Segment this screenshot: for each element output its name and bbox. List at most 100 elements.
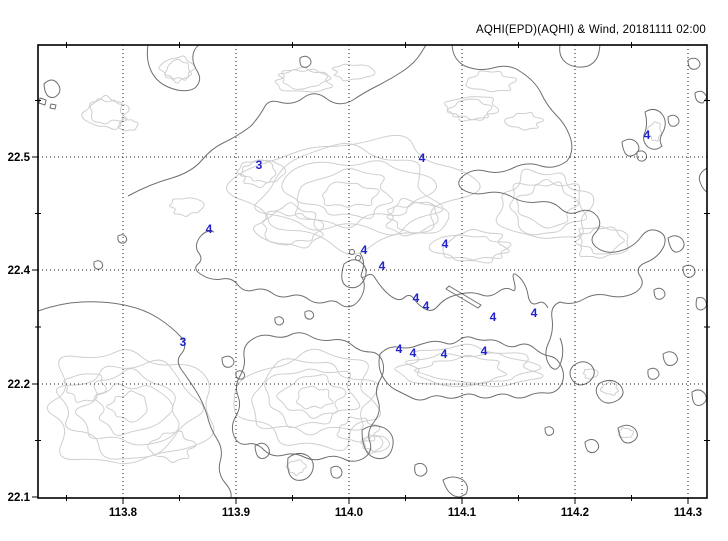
coastline-nt-west-north bbox=[127, 45, 427, 197]
terrain-contour-line bbox=[252, 202, 324, 249]
terrain-contour-line bbox=[386, 201, 439, 235]
terrain-contour-line bbox=[164, 58, 193, 81]
plot-frame bbox=[37, 44, 708, 499]
terrain-contour-line bbox=[285, 459, 308, 477]
station-aqhi-value: 4 bbox=[396, 342, 403, 356]
terrain-contour-line bbox=[414, 354, 508, 384]
coastline-islands-topleft bbox=[38, 79, 61, 110]
coastline-lantau-island bbox=[231, 332, 385, 462]
terrain-contour-line bbox=[274, 66, 333, 93]
terrain-contour-line bbox=[276, 374, 347, 419]
coastline-mirsbay-islands bbox=[559, 45, 707, 193]
x-tick-label: 114.2 bbox=[561, 507, 589, 519]
terrain-contour-line bbox=[281, 160, 437, 229]
tick-marks bbox=[32, 42, 710, 504]
terrain-contour-line bbox=[251, 358, 379, 436]
station-aqhi-value: 4 bbox=[413, 291, 420, 305]
coastline-misc-islets bbox=[93, 55, 315, 380]
station-aqhi-value: 4 bbox=[490, 310, 497, 324]
terrain-contour-line bbox=[81, 94, 128, 131]
terrain-contour-line bbox=[261, 211, 325, 246]
runway-strip bbox=[445, 285, 482, 309]
terrain-contour-line bbox=[254, 143, 444, 236]
terrain-contour-line bbox=[582, 368, 599, 380]
terrain-contour-line bbox=[509, 178, 588, 236]
coastline-tsingyi-island bbox=[341, 259, 367, 289]
terrain-contour-line bbox=[236, 159, 287, 189]
terrain-contour-line bbox=[647, 121, 662, 142]
coastline-east-islands bbox=[653, 235, 707, 311]
station-aqhi-value: 4 bbox=[379, 259, 386, 273]
terrain-contour-line bbox=[94, 383, 174, 436]
station-aqhi-value: 4 bbox=[644, 128, 651, 142]
terrain-contour-line bbox=[360, 434, 384, 452]
terrain-contour-line bbox=[321, 181, 380, 208]
station-aqhi-value: 3 bbox=[256, 158, 263, 172]
y-tick-label: 22.1 bbox=[8, 492, 31, 504]
terrain-contour-line bbox=[394, 343, 544, 387]
x-tick-label: 114.0 bbox=[335, 507, 363, 519]
station-aqhi-value: 4 bbox=[361, 243, 368, 257]
terrain-contour-line bbox=[74, 368, 180, 446]
y-tick-label: 22.4 bbox=[8, 265, 31, 277]
y-tick-label: 22.2 bbox=[8, 379, 30, 391]
terrain-contour-line bbox=[295, 385, 334, 410]
x-tick-label: 114.1 bbox=[448, 507, 477, 519]
y-axis-labels: 22.5 22.4 22.2 22.1 bbox=[8, 152, 31, 504]
station-aqhi-value: 3 bbox=[180, 335, 187, 349]
terrain-contour-line bbox=[336, 416, 381, 443]
coastline-islet bbox=[355, 255, 361, 261]
terrain-contour-line bbox=[428, 228, 510, 264]
station-aqhi-value: 4 bbox=[531, 306, 538, 320]
terrain-contour-line bbox=[233, 348, 382, 451]
station-aqhi-value: 4 bbox=[206, 222, 213, 236]
coastline-southwest-landmass bbox=[38, 301, 232, 498]
x-tick-label: 114.3 bbox=[674, 507, 702, 519]
terrain-contour-line bbox=[574, 226, 629, 259]
terrain-contour-line bbox=[443, 96, 500, 122]
terrain-contour-line bbox=[442, 234, 512, 261]
terrain-contour-line bbox=[504, 111, 544, 131]
terrain-contour-line bbox=[404, 352, 542, 388]
terrain-contour-line bbox=[105, 390, 148, 423]
terrain-contour-line bbox=[226, 134, 481, 255]
station-aqhi-value: 4 bbox=[442, 237, 449, 251]
station-aqhi-value: 4 bbox=[423, 299, 430, 313]
coastline-hk-island bbox=[378, 336, 564, 401]
terrain-contour-line bbox=[599, 381, 620, 396]
station-aqhi-value: 4 bbox=[441, 347, 448, 361]
terrain-contours bbox=[46, 55, 662, 477]
coastline bbox=[38, 45, 707, 498]
y-tick-label: 22.5 bbox=[8, 152, 31, 164]
terrain-contour-line bbox=[446, 98, 493, 121]
terrain-contour-line bbox=[239, 159, 277, 184]
coastline-shekou-peninsula bbox=[146, 45, 201, 92]
coastline-islet bbox=[349, 249, 355, 255]
x-axis-labels: 113.8 113.9 114.0 114.1 114.2 114.3 bbox=[109, 507, 702, 519]
station-aqhi-value: 4 bbox=[410, 346, 417, 360]
coastline-south-islands bbox=[254, 425, 468, 498]
terrain-contour-line bbox=[158, 55, 196, 84]
terrain-contour-line bbox=[618, 426, 635, 439]
terrain-contour-line bbox=[296, 168, 394, 219]
terrain-contour-line bbox=[516, 181, 579, 229]
terrain-contour-line bbox=[168, 197, 205, 217]
coastline-southeast-islands bbox=[544, 351, 707, 453]
terrain-contour-line bbox=[578, 226, 625, 255]
terrain-contour-line bbox=[277, 68, 332, 90]
x-tick-label: 113.9 bbox=[222, 507, 250, 519]
station-aqhi-value: 4 bbox=[481, 344, 488, 358]
plot-title: AQHI(EPD)(AQHI) & Wind, 20181111 02:00 bbox=[476, 24, 706, 36]
terrain-contour-line bbox=[55, 359, 204, 460]
coastline-nt-east-saikung bbox=[451, 45, 666, 370]
station-aqhi-value: 4 bbox=[419, 151, 426, 165]
terrain-contour-line bbox=[331, 63, 376, 82]
terrain-contour-line bbox=[147, 430, 197, 463]
terrain-contour-line bbox=[264, 368, 361, 429]
x-tick-label: 113.8 bbox=[109, 507, 138, 519]
terrain-contour-line bbox=[465, 70, 517, 93]
terrain-contour-line bbox=[118, 117, 139, 132]
coastline-kowloon bbox=[359, 252, 549, 311]
